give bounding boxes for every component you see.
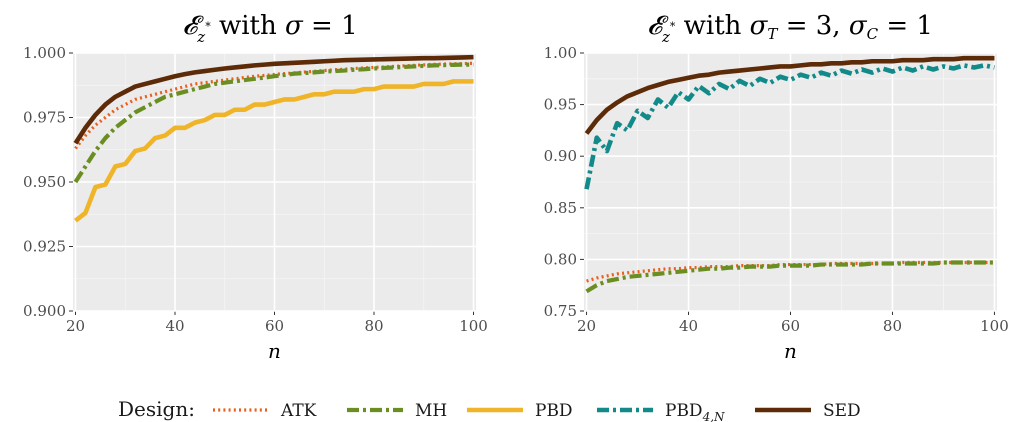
series-line-mh	[73, 62, 474, 184]
panel-2-title: 𝓔z* with σT = 3, σC = 1	[647, 11, 933, 46]
y-tick-label: 0.925	[23, 238, 66, 256]
x-tick-label: 40	[165, 317, 184, 335]
y-tick-label: 0.85	[544, 199, 577, 217]
y-tick-label: 0.975	[23, 109, 66, 127]
x-tick-label: 60	[265, 317, 284, 335]
legend-title: Design:	[118, 397, 195, 421]
series-line-pbd	[74, 79, 474, 223]
panel-2-plot: 20 40 60 80 100 0.75 0.80 0.85 0.90 0.95 1.00 n	[544, 44, 1009, 363]
series-line-sed	[73, 54, 474, 145]
legend: Design: ATK MH PBD PBD4,N SED	[118, 397, 861, 422]
y-tick-label: 0.90	[544, 147, 577, 165]
x-tick-label: 60	[781, 317, 800, 335]
y-tick-label: 0.950	[23, 173, 66, 191]
y-tick-label: 0.900	[23, 302, 66, 320]
legend-label-atk: ATK	[280, 401, 317, 421]
legend-label-mh: MH	[415, 401, 447, 421]
panel-1-plot: 20 40 60 80 100 0.900 0.925 0.950 0.975 1.000 n	[23, 44, 488, 363]
x-tick-label: 100	[980, 317, 1009, 335]
y-tick-label: 0.75	[544, 302, 577, 320]
y-tick-label: 1.00	[544, 44, 577, 62]
y-tick-label: 0.80	[544, 250, 577, 268]
x-axis-label: n	[268, 339, 281, 363]
legend-label-sed: SED	[823, 401, 861, 421]
legend-label-pbd4n: PBD4,N	[665, 401, 725, 422]
x-tick-label: 80	[364, 317, 383, 335]
series-line-atk	[586, 260, 995, 283]
x-tick-label: 20	[66, 317, 85, 335]
x-tick-label: 100	[459, 317, 488, 335]
legend-label-pbd: PBD	[535, 401, 573, 421]
x-axis-label: n	[784, 339, 797, 363]
x-tick-label: 40	[679, 317, 698, 335]
x-tick-label: 20	[577, 317, 596, 335]
y-tick-label: 1.000	[23, 44, 66, 62]
series-line-mh	[585, 260, 995, 294]
x-tick-label: 80	[883, 317, 902, 335]
panel-1-title: 𝓔z* with σ = 1	[182, 11, 357, 46]
series-line-sed	[584, 55, 995, 135]
y-tick-label: 0.95	[544, 96, 577, 114]
